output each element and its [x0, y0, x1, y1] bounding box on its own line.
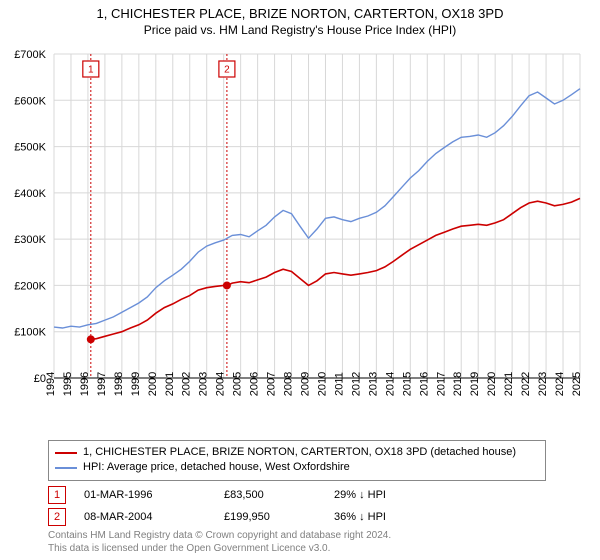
sale-marker-table: 1 01-MAR-1996 £83,500 29% ↓ HPI 2 08-MAR… — [30, 484, 570, 528]
svg-text:2: 2 — [224, 65, 230, 76]
svg-text:1997: 1997 — [96, 372, 108, 396]
svg-text:2010: 2010 — [316, 372, 328, 396]
sale-marker-delta-1: 29% ↓ HPI — [334, 489, 454, 501]
svg-text:£100K: £100K — [14, 327, 46, 339]
footer-line-2: This data is licensed under the Open Gov… — [48, 543, 391, 556]
svg-text:2021: 2021 — [503, 372, 515, 396]
chart-subtitle: Price paid vs. HM Land Registry's House … — [0, 21, 600, 43]
svg-text:2012: 2012 — [350, 372, 362, 396]
svg-text:£600K: £600K — [14, 95, 46, 107]
footer-line-1: Contains HM Land Registry data © Crown c… — [48, 530, 391, 543]
svg-text:1996: 1996 — [79, 372, 91, 396]
svg-text:2004: 2004 — [215, 372, 227, 396]
svg-text:2003: 2003 — [198, 372, 210, 396]
chart-title: 1, CHICHESTER PLACE, BRIZE NORTON, CARTE… — [0, 0, 600, 21]
sale-marker-badge-2: 2 — [48, 508, 66, 526]
svg-text:2016: 2016 — [418, 372, 430, 396]
legend-swatch-hpi — [55, 467, 77, 469]
svg-text:2002: 2002 — [181, 372, 193, 396]
svg-text:£0: £0 — [34, 373, 46, 385]
svg-text:£700K: £700K — [14, 49, 46, 61]
svg-text:£300K: £300K — [14, 234, 46, 246]
chart-container: 1, CHICHESTER PLACE, BRIZE NORTON, CARTE… — [0, 0, 600, 560]
svg-text:£500K: £500K — [14, 142, 46, 154]
svg-text:2019: 2019 — [469, 372, 481, 396]
footer-attribution: Contains HM Land Registry data © Crown c… — [48, 530, 391, 555]
svg-text:£400K: £400K — [14, 188, 46, 200]
svg-text:2013: 2013 — [367, 372, 379, 396]
svg-text:1998: 1998 — [113, 372, 125, 396]
svg-text:2000: 2000 — [147, 372, 159, 396]
sale-marker-badge-1: 1 — [48, 486, 66, 504]
svg-text:2014: 2014 — [384, 372, 396, 396]
legend-swatch-property — [55, 452, 77, 454]
sale-marker-delta-2: 36% ↓ HPI — [334, 511, 454, 523]
sale-marker-price-1: £83,500 — [224, 489, 334, 501]
svg-text:1: 1 — [88, 65, 94, 76]
sale-marker-row-1: 1 01-MAR-1996 £83,500 29% ↓ HPI — [30, 484, 570, 506]
svg-text:1994: 1994 — [45, 372, 57, 396]
svg-text:2018: 2018 — [452, 372, 464, 396]
svg-text:2009: 2009 — [300, 372, 312, 396]
sale-marker-date-1: 01-MAR-1996 — [84, 489, 224, 501]
svg-text:£200K: £200K — [14, 280, 46, 292]
svg-text:2017: 2017 — [435, 372, 447, 396]
svg-text:2001: 2001 — [164, 372, 176, 396]
sale-marker-row-2: 2 08-MAR-2004 £199,950 36% ↓ HPI — [30, 506, 570, 528]
legend-item-property: 1, CHICHESTER PLACE, BRIZE NORTON, CARTE… — [55, 445, 539, 460]
svg-text:2007: 2007 — [266, 372, 278, 396]
legend: 1, CHICHESTER PLACE, BRIZE NORTON, CARTE… — [48, 440, 546, 481]
svg-text:2005: 2005 — [232, 372, 244, 396]
svg-text:2024: 2024 — [554, 372, 566, 396]
svg-text:2025: 2025 — [571, 372, 583, 396]
svg-text:2008: 2008 — [283, 372, 295, 396]
svg-text:1995: 1995 — [62, 372, 74, 396]
svg-text:2022: 2022 — [520, 372, 532, 396]
chart-plot-area: 1994 1995 1996 1997 1998 1999 2000 2001 2002 2003… — [48, 48, 586, 410]
svg-text:2006: 2006 — [249, 372, 261, 396]
svg-text:2023: 2023 — [537, 372, 549, 396]
chart-svg: 1994 1995 1996 1997 1998 1999 2000 2001 2002 2003… — [48, 48, 586, 410]
svg-text:2011: 2011 — [333, 372, 345, 396]
sale-marker-price-2: £199,950 — [224, 511, 334, 523]
svg-text:1999: 1999 — [130, 372, 142, 396]
legend-item-hpi: HPI: Average price, detached house, West… — [55, 460, 539, 475]
sale-marker-date-2: 08-MAR-2004 — [84, 511, 224, 523]
svg-text:2020: 2020 — [486, 372, 498, 396]
legend-label-property: 1, CHICHESTER PLACE, BRIZE NORTON, CARTE… — [83, 445, 516, 460]
legend-label-hpi: HPI: Average price, detached house, West… — [83, 460, 350, 475]
svg-text:2015: 2015 — [401, 372, 413, 396]
